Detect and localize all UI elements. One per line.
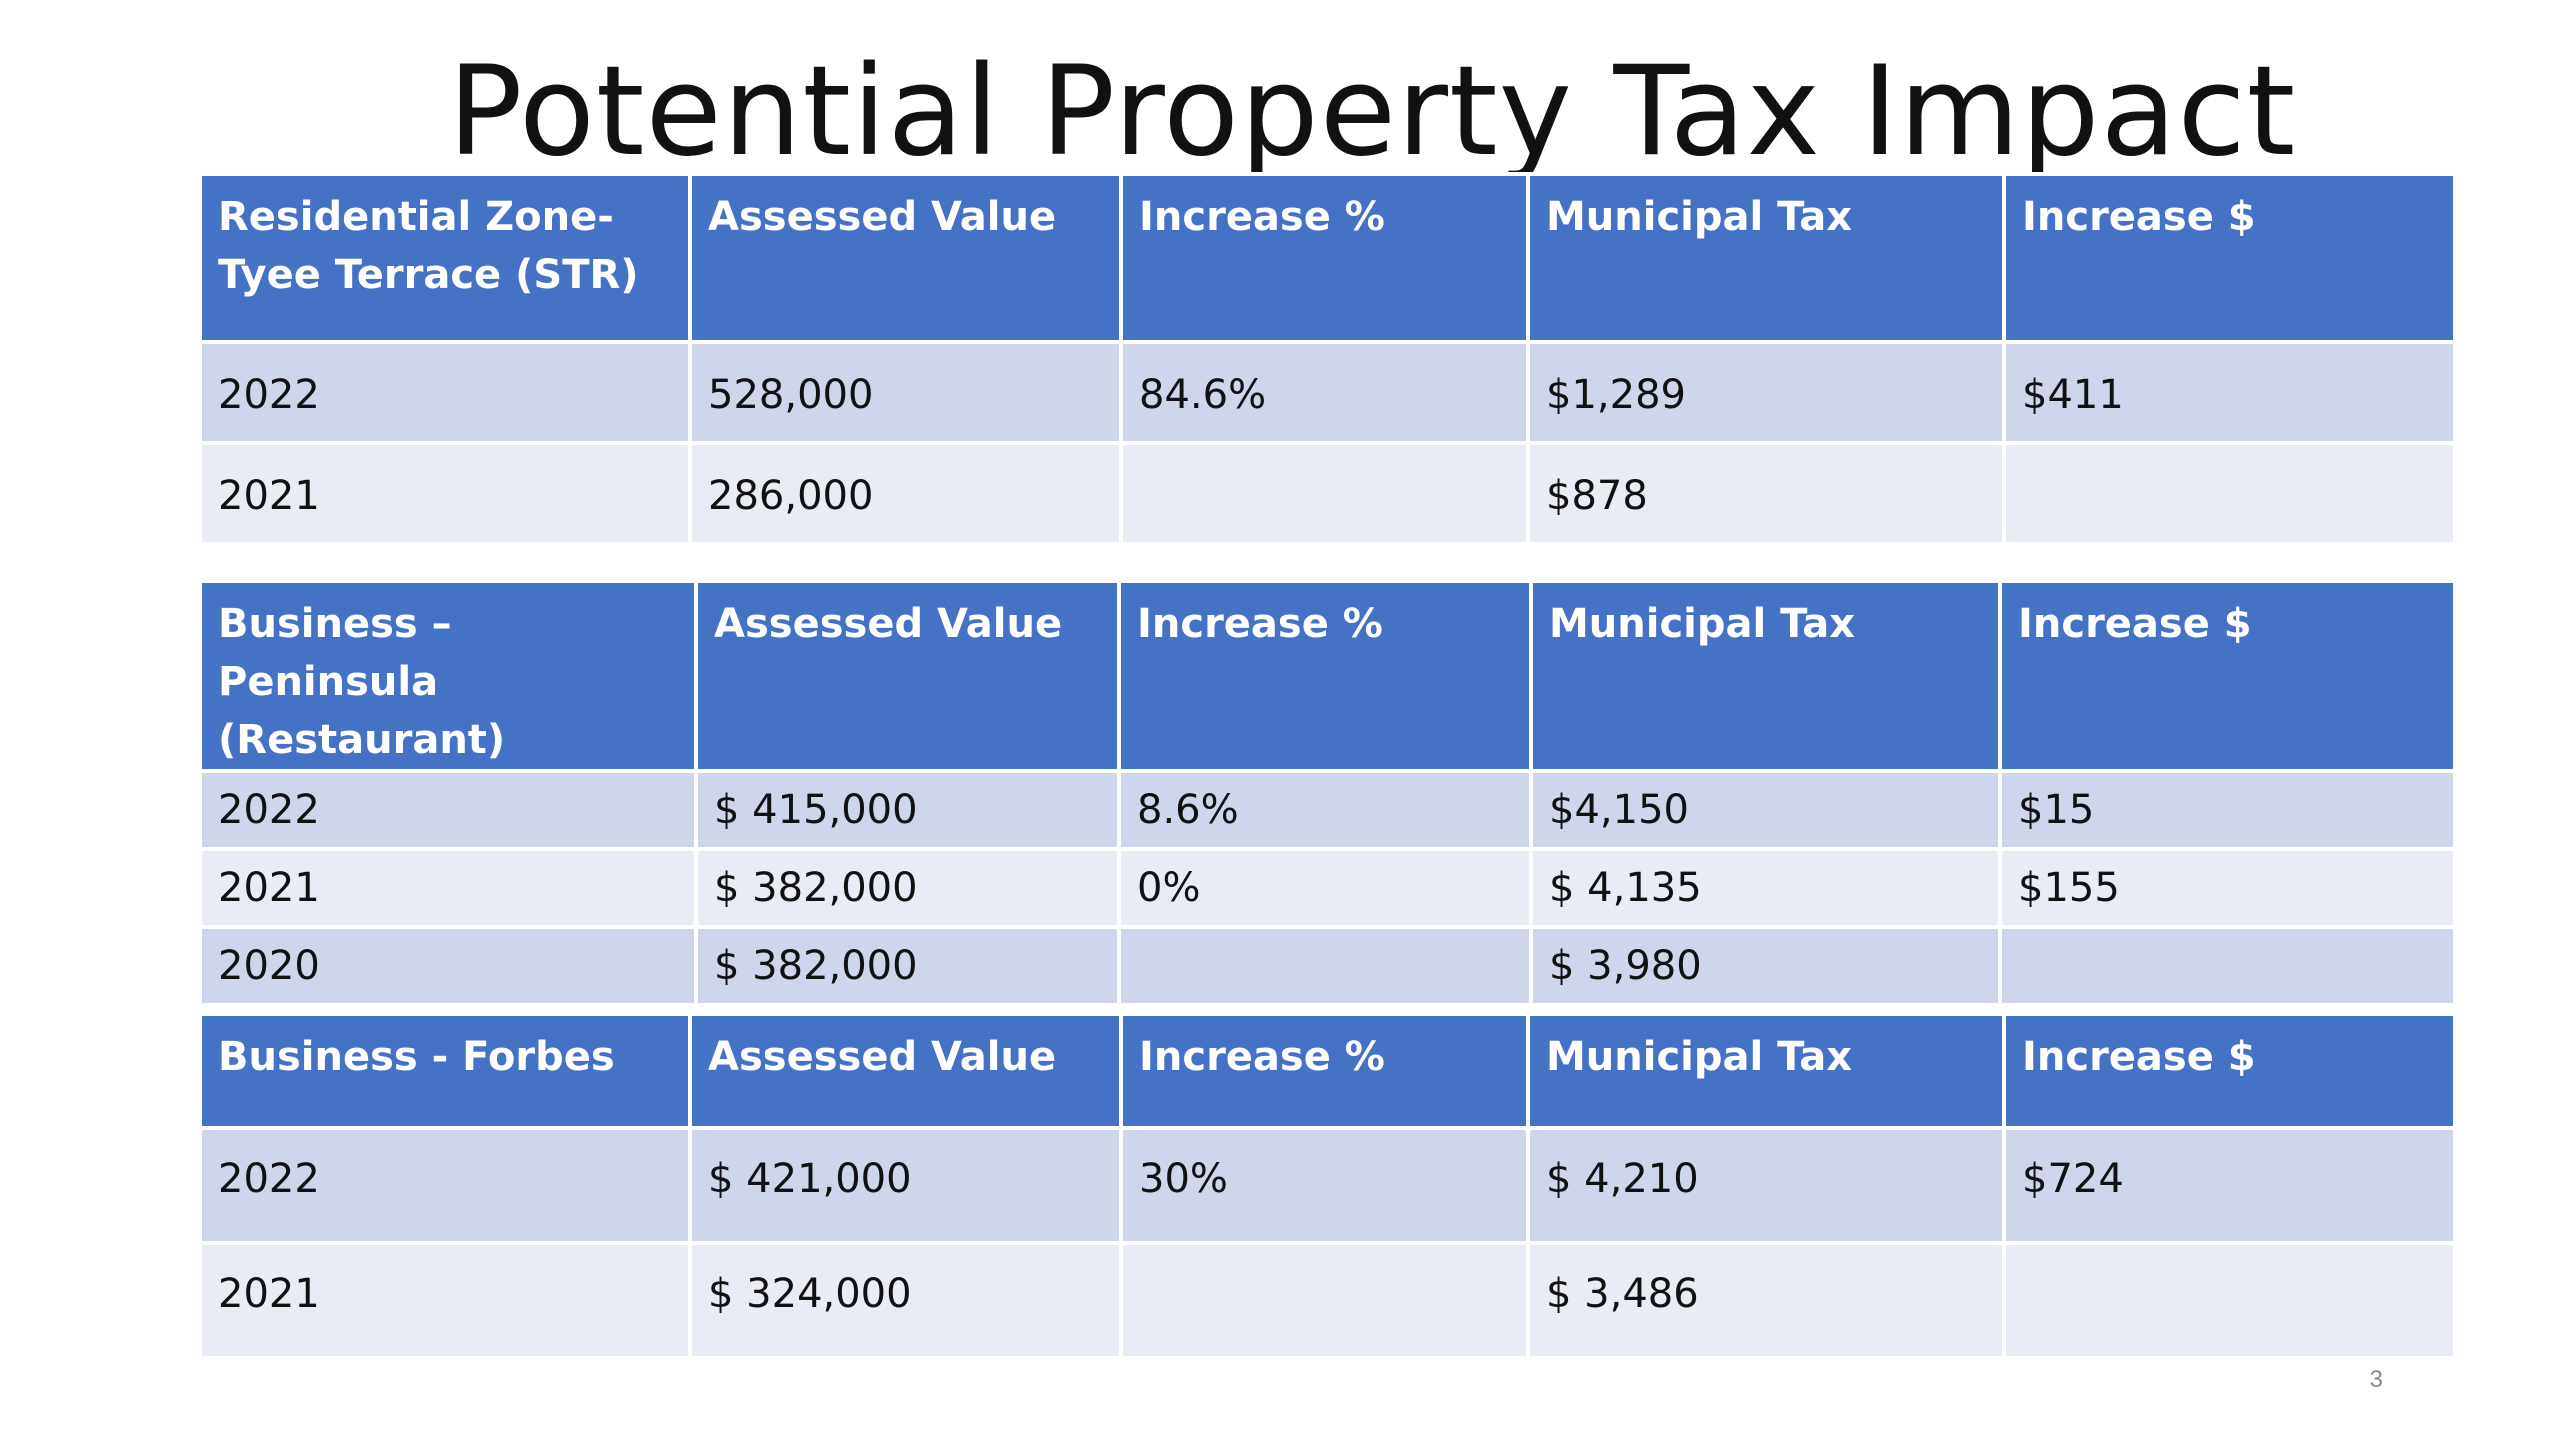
cell-year: 2021 [198,1241,692,1360]
cell-increase-percent [1119,1241,1530,1360]
business-peninsula-tax-table: Business – Peninsula (Restaurant) Assess… [198,579,2457,1007]
cell-increase-dollar [1998,925,2457,1007]
cell-municipal-tax: $1,289 [1526,340,2006,445]
table-header-row: Business – Peninsula (Restaurant) Assess… [198,579,2457,773]
cell-increase-percent: 84.6% [1119,340,1530,445]
cell-increase-dollar: $411 [2002,340,2457,445]
table-row: 2021 286,000 $878 [198,441,2457,546]
table-header-row: Business - Forbes Assessed Value Increas… [198,1012,2457,1130]
cell-increase-percent: 0% [1117,847,1533,929]
cell-year: 2021 [198,847,698,929]
cell-increase-percent [1119,441,1530,546]
cell-increase-percent [1117,925,1533,1007]
header-cell-assessed-value: Assessed Value [688,172,1123,344]
header-cell-property: Business – Peninsula (Restaurant) [198,579,698,773]
cell-year: 2022 [198,340,692,445]
cell-assessed-value: 528,000 [688,340,1123,445]
table-row: 2020 $ 382,000 $ 3,980 [198,925,2457,1007]
cell-increase-dollar: $155 [1998,847,2457,929]
cell-municipal-tax: $ 3,980 [1529,925,2002,1007]
cell-assessed-value: $ 382,000 [694,925,1121,1007]
header-cell-assessed-value: Assessed Value [688,1012,1123,1130]
cell-municipal-tax: $4,150 [1529,769,2002,851]
header-cell-municipal-tax: Municipal Tax [1529,579,2002,773]
table-row: 2021 $ 324,000 $ 3,486 [198,1241,2457,1360]
cell-increase-percent: 8.6% [1117,769,1533,851]
table-row: 2021 $ 382,000 0% $ 4,135 $155 [198,847,2457,929]
header-cell-municipal-tax: Municipal Tax [1526,1012,2006,1130]
cell-municipal-tax: $878 [1526,441,2006,546]
cell-assessed-value: 286,000 [688,441,1123,546]
cell-increase-percent: 30% [1119,1126,1530,1245]
header-cell-increase-percent: Increase % [1119,1012,1530,1130]
table-row: 2022 528,000 84.6% $1,289 $411 [198,340,2457,445]
cell-increase-dollar: $15 [1998,769,2457,851]
table-row: 2022 $ 421,000 30% $ 4,210 $724 [198,1126,2457,1245]
header-cell-property: Residential Zone- Tyee Terrace (STR) [198,172,692,344]
cell-municipal-tax: $ 4,135 [1529,847,2002,929]
header-cell-property: Business - Forbes [198,1012,692,1130]
header-cell-increase-dollar: Increase $ [2002,172,2457,344]
header-cell-assessed-value: Assessed Value [694,579,1121,773]
cell-increase-dollar [2002,1241,2457,1360]
slide-title: Potential Property Tax Impact [447,40,2297,184]
residential-tax-table: Residential Zone- Tyee Terrace (STR) Ass… [198,172,2457,546]
cell-year: 2020 [198,925,698,1007]
header-cell-increase-dollar: Increase $ [2002,1012,2457,1130]
cell-increase-dollar [2002,441,2457,546]
cell-municipal-tax: $ 4,210 [1526,1126,2006,1245]
table-header-row: Residential Zone- Tyee Terrace (STR) Ass… [198,172,2457,344]
cell-assessed-value: $ 324,000 [688,1241,1123,1360]
header-cell-increase-percent: Increase % [1119,172,1530,344]
header-cell-increase-percent: Increase % [1117,579,1533,773]
cell-municipal-tax: $ 3,486 [1526,1241,2006,1360]
cell-assessed-value: $ 415,000 [694,769,1121,851]
header-cell-municipal-tax: Municipal Tax [1526,172,2006,344]
cell-assessed-value: $ 421,000 [688,1126,1123,1245]
header-cell-increase-dollar: Increase $ [1998,579,2457,773]
cell-year: 2021 [198,441,692,546]
cell-year: 2022 [198,1126,692,1245]
business-forbes-tax-table: Business - Forbes Assessed Value Increas… [198,1012,2457,1360]
page-number: 3 [2369,1366,2383,1393]
cell-increase-dollar: $724 [2002,1126,2457,1245]
cell-assessed-value: $ 382,000 [694,847,1121,929]
table-row: 2022 $ 415,000 8.6% $4,150 $15 [198,769,2457,851]
cell-year: 2022 [198,769,698,851]
